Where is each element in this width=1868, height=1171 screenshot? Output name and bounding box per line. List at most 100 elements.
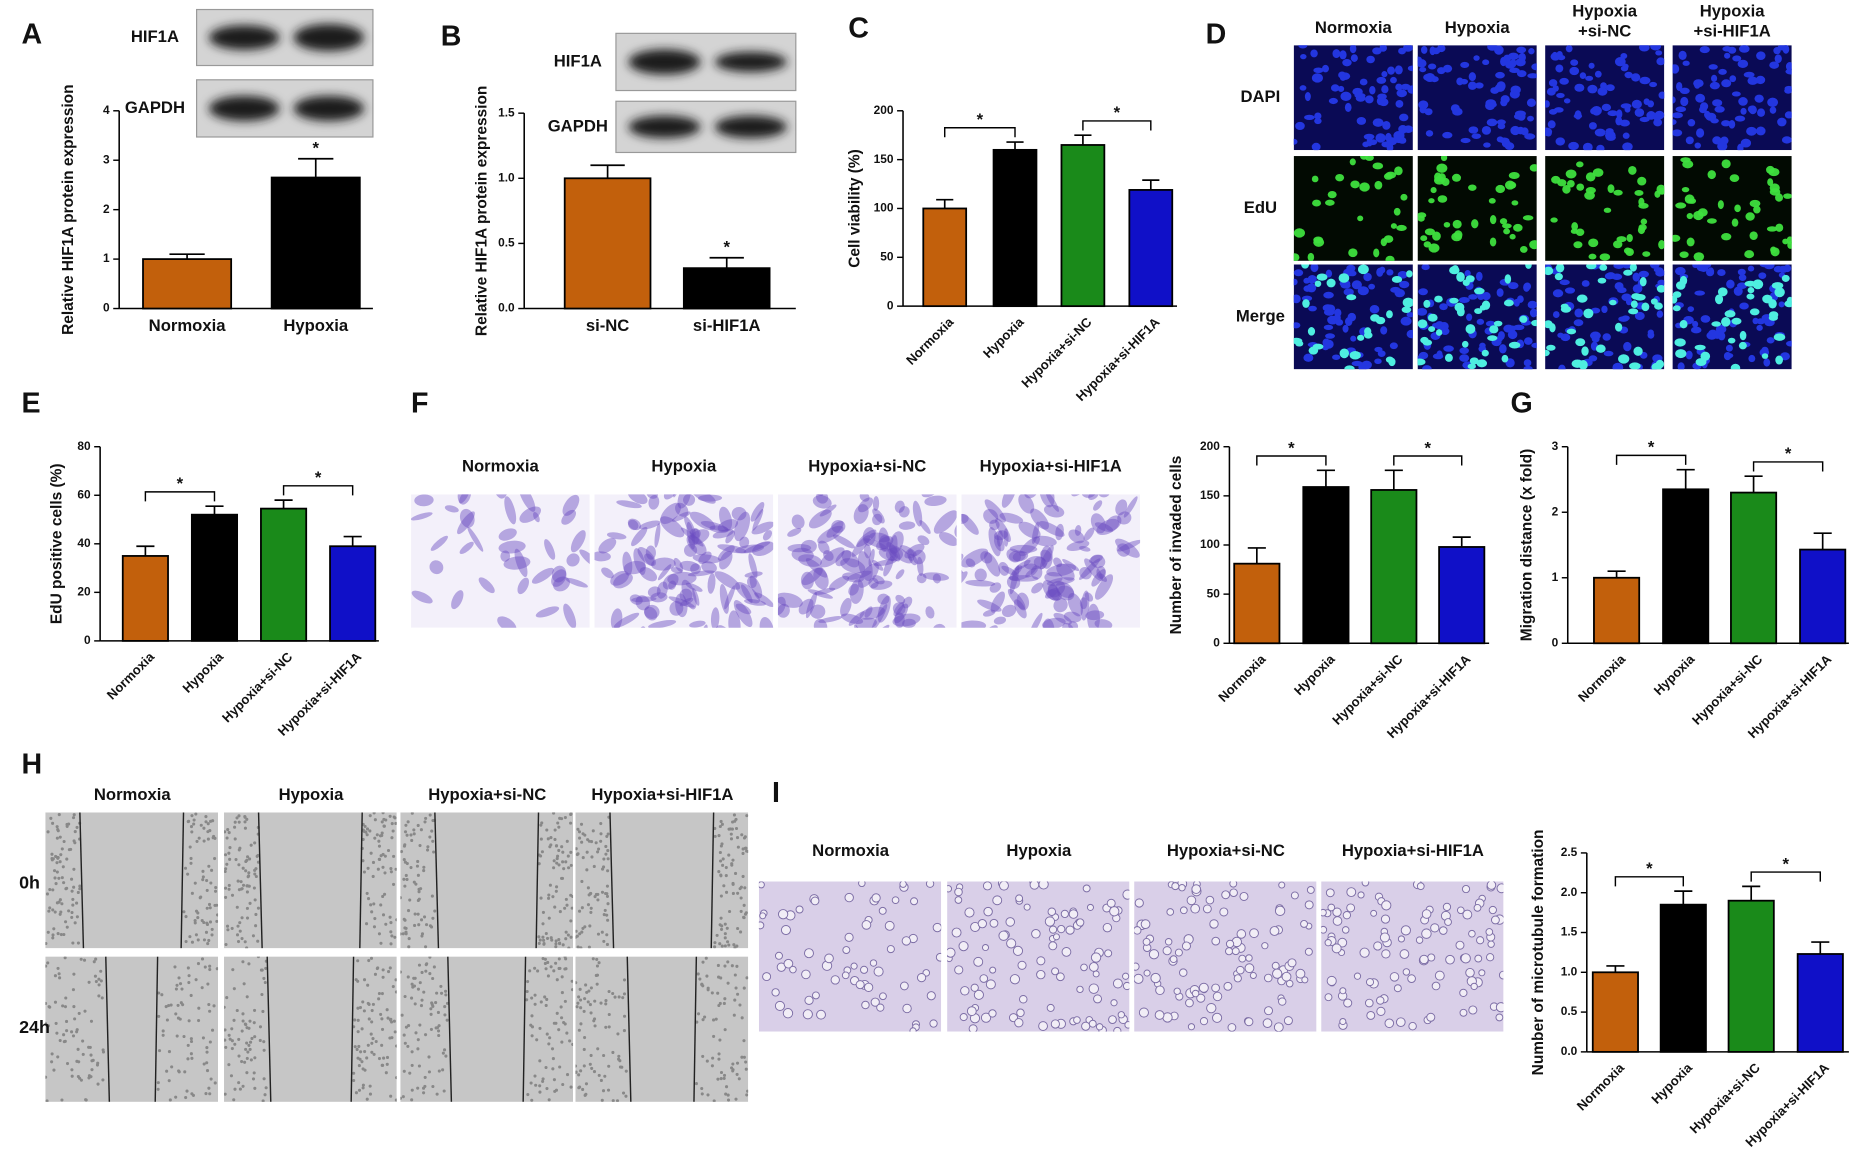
- cell: [977, 919, 987, 929]
- cell: [1138, 1007, 1149, 1018]
- cell: [1350, 180, 1360, 189]
- cell: [1504, 274, 1512, 284]
- cell: [400, 1013, 404, 1017]
- cell: [258, 1025, 263, 1029]
- cell: [403, 1041, 407, 1045]
- cell: [417, 890, 421, 894]
- cell: [389, 1094, 393, 1098]
- cell: [45, 941, 48, 946]
- cell: [58, 835, 62, 839]
- cell: [237, 1081, 241, 1085]
- cell: [1475, 271, 1483, 282]
- cell: [1461, 340, 1469, 348]
- cell: [374, 1040, 378, 1044]
- cell: [1730, 363, 1741, 370]
- cell: [457, 511, 475, 535]
- cell: [1031, 521, 1040, 544]
- cell: [1474, 287, 1485, 295]
- cell: [402, 1069, 406, 1073]
- cell: [1769, 106, 1777, 114]
- cell: [579, 946, 583, 949]
- cell: [525, 989, 529, 994]
- cell: [229, 1074, 234, 1078]
- x-tick-label: Hypoxia+si-NC: [1329, 651, 1406, 728]
- cell: [440, 991, 444, 995]
- cell: [697, 494, 723, 502]
- cell: [715, 933, 719, 937]
- cell: [1432, 231, 1441, 241]
- cell: [416, 1038, 420, 1042]
- cell: [1185, 998, 1194, 1008]
- cell: [1052, 933, 1060, 941]
- cell: [253, 872, 257, 876]
- cell: [368, 1092, 373, 1096]
- cell: [65, 857, 69, 861]
- cell: [1290, 891, 1299, 900]
- cell: [552, 812, 556, 815]
- blot-band: [714, 115, 787, 139]
- wound-edge: [609, 812, 615, 949]
- cell: [240, 1060, 244, 1064]
- cell: [1612, 362, 1624, 370]
- cell: [1381, 949, 1391, 959]
- cell: [55, 836, 59, 840]
- cell: [687, 570, 715, 577]
- cell: [810, 604, 826, 619]
- cell: [1389, 342, 1398, 350]
- cell: [1376, 996, 1385, 1005]
- cell: [1074, 525, 1082, 536]
- cell: [425, 962, 429, 966]
- cell: [366, 866, 370, 870]
- cell: [431, 819, 435, 823]
- cell: [563, 1022, 567, 1026]
- cell: [245, 946, 249, 949]
- cell: [1081, 494, 1097, 498]
- y-tick-label: 0: [887, 298, 894, 312]
- cell: [1771, 282, 1784, 290]
- cell: [365, 922, 369, 926]
- cell: [1496, 119, 1506, 125]
- cell: [360, 1060, 364, 1064]
- cell: [429, 1027, 433, 1031]
- error-bar: [136, 545, 155, 556]
- cell: [385, 1055, 390, 1060]
- wound-edge: [257, 812, 263, 949]
- cell: [551, 1057, 555, 1061]
- cell: [243, 1022, 247, 1026]
- cell: [1729, 174, 1740, 183]
- cell: [877, 595, 891, 623]
- cell: [869, 959, 878, 967]
- cell: [367, 958, 371, 963]
- cell: [659, 516, 685, 538]
- cell: [567, 946, 571, 949]
- cell: [1603, 350, 1614, 357]
- cell: [1124, 1021, 1130, 1029]
- cell: [232, 987, 236, 991]
- cell: [885, 547, 904, 562]
- cell: [569, 893, 573, 897]
- cell: [954, 896, 963, 904]
- cell: [514, 548, 528, 578]
- cell: [829, 575, 850, 591]
- cell: [812, 495, 832, 509]
- cell: [739, 930, 743, 934]
- cell: [578, 909, 582, 913]
- cell: [550, 1047, 555, 1051]
- cell: [1012, 551, 1029, 562]
- cell: [190, 940, 194, 944]
- error-bar: [1744, 475, 1763, 493]
- cell: [75, 915, 79, 919]
- cell: [1062, 623, 1075, 628]
- y-tick-label: 0: [84, 633, 91, 647]
- cell: [519, 506, 541, 523]
- cell: [56, 828, 60, 832]
- cell: [1307, 275, 1317, 284]
- cell: [205, 906, 209, 910]
- cell: [202, 1062, 206, 1066]
- cell: [228, 846, 232, 850]
- cell: [1314, 280, 1322, 288]
- cell: [1009, 974, 1021, 985]
- cell: [1262, 1018, 1273, 1028]
- cell: [373, 818, 377, 822]
- cell: [1381, 71, 1388, 78]
